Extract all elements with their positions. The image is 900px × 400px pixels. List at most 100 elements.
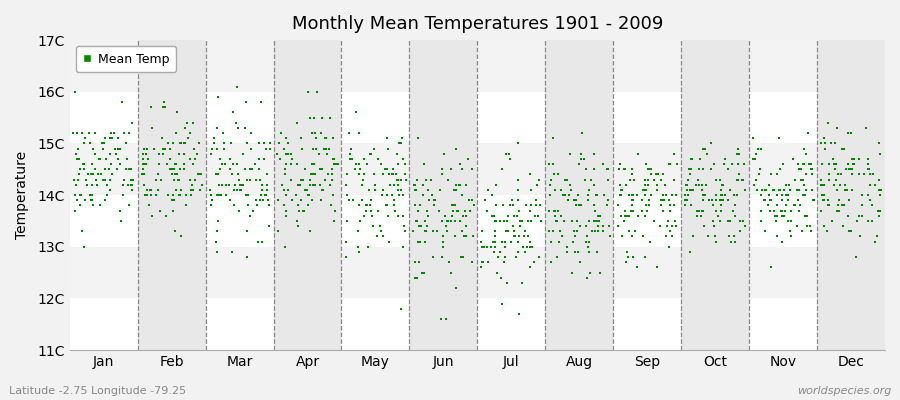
Point	[746, 135, 760, 142]
Point	[382, 238, 397, 245]
Point	[67, 130, 81, 136]
Point	[589, 192, 603, 198]
Point	[651, 171, 665, 178]
Point	[547, 187, 562, 193]
Point	[169, 130, 184, 136]
Point	[125, 182, 140, 188]
Point	[561, 197, 575, 204]
Point	[847, 156, 861, 162]
Point	[70, 176, 85, 183]
Point	[210, 125, 224, 131]
Point	[638, 254, 652, 260]
Point	[720, 166, 734, 172]
Point	[277, 171, 292, 178]
Point	[842, 166, 856, 172]
Point	[406, 182, 420, 188]
Point	[301, 187, 315, 193]
Point	[187, 146, 202, 152]
Point	[649, 171, 663, 178]
Point	[367, 146, 382, 152]
Point	[291, 202, 305, 209]
Point	[861, 218, 876, 224]
Point	[818, 146, 832, 152]
Point	[72, 171, 86, 178]
Point	[187, 156, 202, 162]
Point	[90, 182, 104, 188]
Point	[239, 254, 254, 260]
Point	[396, 212, 410, 219]
Point	[501, 212, 516, 219]
Point	[364, 208, 379, 214]
Point	[215, 161, 230, 167]
Point	[714, 202, 728, 209]
Point	[510, 212, 525, 219]
Point	[321, 146, 336, 152]
Point	[849, 254, 863, 260]
Point	[418, 228, 432, 234]
Point	[526, 259, 541, 266]
Point	[841, 212, 855, 219]
Point	[753, 166, 768, 172]
Point	[227, 187, 241, 193]
Point	[642, 202, 656, 209]
Point	[799, 171, 814, 178]
Point	[530, 182, 544, 188]
Point	[234, 187, 248, 193]
Point	[352, 249, 366, 255]
Point	[109, 150, 123, 157]
Point	[91, 171, 105, 178]
Point	[761, 192, 776, 198]
Point	[600, 166, 615, 172]
Point	[392, 140, 406, 147]
Point	[726, 192, 741, 198]
Point	[832, 197, 846, 204]
Point	[806, 197, 821, 204]
Point	[326, 156, 340, 162]
Point	[614, 192, 628, 198]
Point	[626, 176, 641, 183]
Point	[625, 166, 639, 172]
Point	[770, 171, 784, 178]
Point	[193, 171, 207, 178]
Point	[434, 316, 448, 322]
Point	[179, 202, 194, 209]
Point	[678, 197, 692, 204]
Point	[659, 233, 673, 240]
Bar	[410, 40, 477, 350]
Point	[860, 192, 875, 198]
Title: Monthly Mean Temperatures 1901 - 2009: Monthly Mean Temperatures 1901 - 2009	[292, 15, 663, 33]
Point	[85, 192, 99, 198]
Point	[249, 202, 264, 209]
Point	[518, 249, 532, 255]
Point	[435, 218, 449, 224]
Point	[832, 182, 847, 188]
Point	[232, 182, 247, 188]
Point	[611, 202, 625, 209]
Point	[613, 192, 627, 198]
Point	[637, 212, 652, 219]
Point	[290, 218, 304, 224]
Point	[291, 182, 305, 188]
Point	[626, 254, 640, 260]
Point	[466, 202, 481, 209]
Point	[532, 254, 546, 260]
Point	[720, 197, 734, 204]
Point	[156, 150, 170, 157]
Point	[773, 187, 788, 193]
Point	[843, 130, 858, 136]
Point	[708, 197, 723, 204]
Point	[591, 228, 606, 234]
Point	[696, 166, 710, 172]
Point	[140, 187, 154, 193]
Point	[274, 182, 289, 188]
Point	[271, 197, 285, 204]
Point	[818, 140, 832, 147]
Point	[592, 218, 607, 224]
Point	[770, 212, 785, 219]
Point	[211, 228, 225, 234]
Point	[188, 176, 202, 183]
Point	[226, 161, 240, 167]
Point	[353, 218, 367, 224]
Point	[779, 192, 794, 198]
Point	[73, 202, 87, 209]
